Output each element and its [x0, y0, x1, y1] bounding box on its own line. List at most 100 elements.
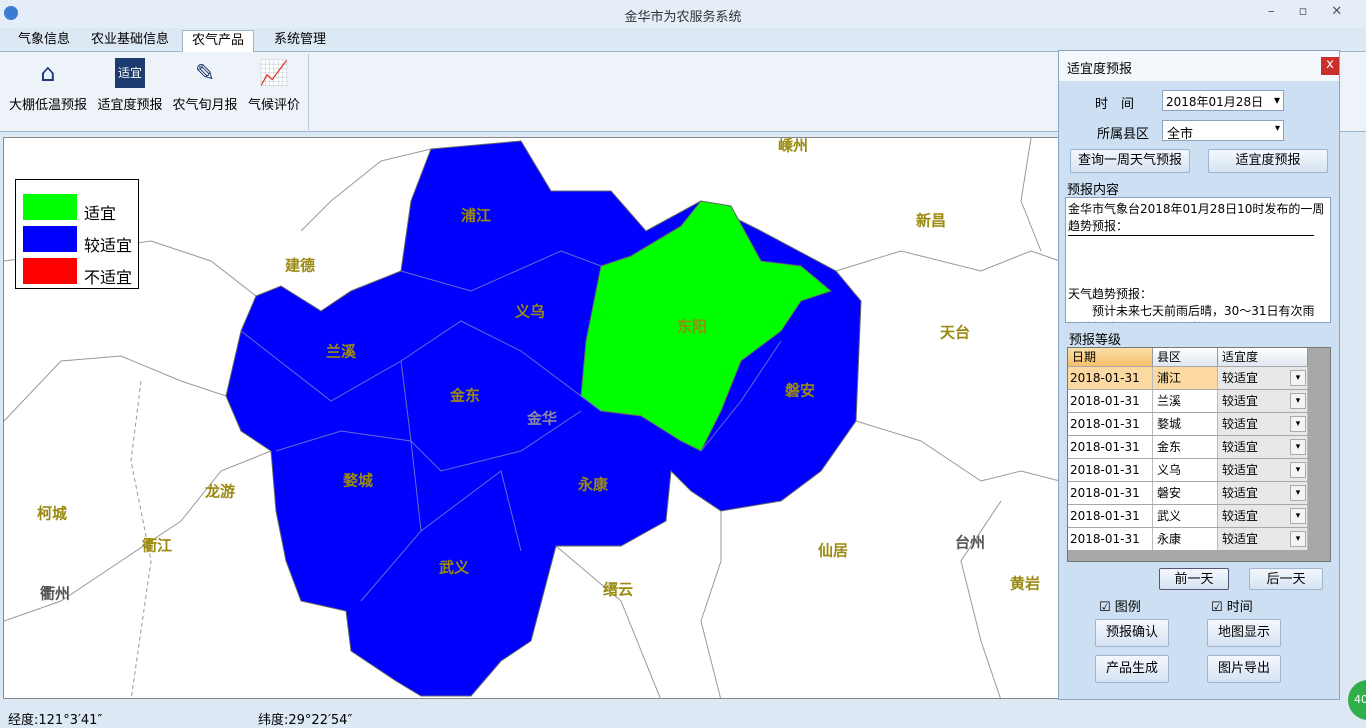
- legend-swatch: [23, 226, 77, 252]
- window-title: 金华市为农服务系统: [624, 10, 742, 25]
- time-label: 时 间: [1095, 97, 1135, 112]
- map-label: 柯城: [36, 504, 68, 523]
- legend-label: 适宜: [84, 204, 117, 223]
- ribbon-button-label[interactable]: 气候评价: [247, 98, 300, 113]
- date-picker[interactable]: 2018年01月28日 ▾: [1162, 90, 1284, 111]
- county-border: [420, 470, 522, 552]
- next-button[interactable]: 后一天: [1249, 568, 1323, 590]
- map-label: 台州: [954, 533, 986, 552]
- grid-cell: 2018-01-31: [1068, 413, 1153, 435]
- grid-cell: 2018-01-31: [1068, 459, 1153, 481]
- map-svg: [4, 138, 1058, 698]
- tab[interactable]: 农业基础信息: [90, 32, 169, 47]
- ribbon-icon[interactable]: 适宜: [115, 58, 145, 88]
- grid-cell: 磐安: [1153, 482, 1218, 504]
- boundary: [300, 148, 432, 232]
- grid-cell[interactable]: 较适宜: [1218, 505, 1308, 527]
- map: 嵊州 浦江 新昌 建德 义乌 东阳 兰溪 天台 金东 金华 磐安 婺城 龙游 永康 柯城 衢江 仙居 台州 武义 衢州…: [3, 137, 1059, 699]
- map-label: 婺城: [342, 471, 374, 490]
- dropdown-arrow[interactable]: ▾: [1290, 531, 1306, 547]
- map-label: 浦江: [460, 206, 492, 225]
- grid-cell: 婺城: [1153, 413, 1218, 435]
- map-label: 衢江: [141, 536, 173, 555]
- county-border: [275, 430, 422, 602]
- grid-cell: 永康: [1153, 528, 1218, 550]
- legend-label: 不适宜: [84, 268, 133, 287]
- grid-cell: 武义: [1153, 505, 1218, 527]
- legend-checkbox[interactable]: ☑ 图例: [1099, 600, 1141, 615]
- action-button[interactable]: 预报确认: [1095, 619, 1169, 647]
- grid-cell[interactable]: 较适宜: [1218, 413, 1308, 435]
- map-label: 新昌: [915, 211, 947, 230]
- grid-cell: 金东: [1153, 436, 1218, 458]
- county-border: [400, 250, 602, 292]
- grid-cell[interactable]: 较适宜: [1218, 528, 1308, 550]
- ribbon-separator: [308, 54, 309, 130]
- content-box: 金华市气象台2018年01月28日10时发布的一周 趋势预报： 天气趋势预报： 预计…: [1065, 197, 1331, 323]
- ribbon-icon[interactable]: ✎: [194, 59, 216, 87]
- ribbon-button-label[interactable]: 适宜度预报: [97, 98, 163, 113]
- map-label: 金东: [449, 386, 481, 405]
- map-label: 衢州: [39, 584, 71, 603]
- boundary: [4, 450, 272, 622]
- window-controls[interactable]: –▫✕: [1268, 4, 1366, 19]
- dropdown-arrow[interactable]: ▾: [1290, 416, 1306, 432]
- dropdown-arrow[interactable]: ▾: [1290, 462, 1306, 478]
- map-label: 兰溪: [325, 342, 357, 361]
- grid-cell[interactable]: 较适宜: [1218, 390, 1308, 412]
- map-label: 天台: [939, 323, 971, 342]
- ribbon-icon[interactable]: 📈: [259, 59, 289, 87]
- grid-cell[interactable]: 较适宜: [1218, 367, 1308, 389]
- date-value: 2018年01月28日: [1166, 95, 1264, 109]
- dropdown-arrow[interactable]: ▾: [1290, 485, 1306, 501]
- longitude: 经度:121°3′41″: [8, 713, 103, 728]
- grid-cell: 浦江: [1153, 367, 1218, 389]
- boundary: [960, 500, 1002, 698]
- tab[interactable]: 农气产品: [182, 30, 254, 52]
- grid-cell: 兰溪: [1153, 390, 1218, 412]
- time-checkbox[interactable]: ☑ 时间: [1211, 600, 1253, 615]
- map-label: 永康: [577, 475, 609, 494]
- map-label: 东阳: [676, 317, 708, 336]
- forecast-button[interactable]: 适宜度预报: [1208, 149, 1328, 173]
- query-button[interactable]: 查询一周天气预报: [1070, 149, 1190, 173]
- tab[interactable]: 气象信息: [17, 32, 70, 47]
- boundary: [4, 355, 227, 422]
- dropdown-arrow[interactable]: ▾: [1290, 393, 1306, 409]
- county-border: [400, 360, 582, 472]
- county-border: [700, 340, 782, 452]
- map-label: 龙游: [204, 482, 236, 501]
- ribbon-button-label[interactable]: 大棚低温预报: [8, 98, 87, 113]
- action-button[interactable]: 图片导出: [1207, 655, 1281, 683]
- map-label: 仙居: [817, 541, 849, 560]
- prev-button[interactable]: 前一天: [1159, 568, 1229, 590]
- action-button[interactable]: 地图显示: [1207, 619, 1281, 647]
- grid-cell[interactable]: 较适宜: [1218, 459, 1308, 481]
- ribbon-button-label[interactable]: 农气旬月报: [172, 98, 238, 113]
- badge[interactable]: 40: [1348, 680, 1366, 720]
- tab[interactable]: 系统管理: [273, 32, 326, 47]
- grid-cell[interactable]: 较适宜: [1218, 436, 1308, 458]
- grid-cell: 2018-01-31: [1068, 367, 1153, 389]
- ribbon-icon[interactable]: ⌂: [40, 59, 56, 87]
- data-grid: 日期 县区 适宜度 2018-01-31 浦江 较适宜 ▾ 2018-01-31 兰溪 较适宜 ▾ 2…: [1067, 347, 1331, 562]
- dropdown-arrow[interactable]: ▾: [1290, 370, 1306, 386]
- grid-cell[interactable]: 较适宜: [1218, 482, 1308, 504]
- boundary: [1020, 138, 1042, 252]
- dropdown-arrow[interactable]: ▾: [1290, 508, 1306, 524]
- close-button[interactable]: x: [1321, 57, 1339, 75]
- map-label: 磐安: [784, 381, 816, 400]
- forecast-panel: 适宜度预报 x 时 间 2018年01月28日 ▾ 所属县区 全市 ▾ 查询一周天气…: [1058, 50, 1340, 700]
- boundary: [130, 380, 152, 698]
- county-border: [240, 320, 602, 412]
- map-label: 缙云: [602, 580, 634, 599]
- content-line: 金华市气象台2018年01月28日10时发布的一周: [1068, 202, 1325, 216]
- county-select[interactable]: 全市 ▾: [1162, 120, 1284, 142]
- panel-title-bar: [1059, 51, 1339, 81]
- dropdown-arrow[interactable]: ▾: [1290, 439, 1306, 455]
- grid-header: 日期: [1068, 348, 1153, 366]
- boundary: [835, 250, 1058, 272]
- title-bar: 金华市为农服务系统 –▫✕: [0, 0, 1366, 28]
- action-button[interactable]: 产品生成: [1095, 655, 1169, 683]
